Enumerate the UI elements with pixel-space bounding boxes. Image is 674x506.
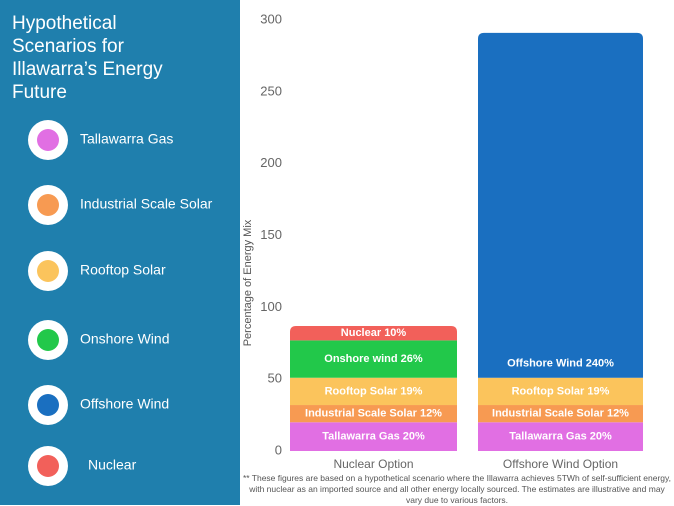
y-tick-label: 0 bbox=[275, 442, 282, 457]
x-tick-label: Offshore Wind Option bbox=[503, 457, 618, 471]
value-label: Industrial Scale Solar 12% bbox=[492, 408, 629, 420]
value-label: Onshore wind 26% bbox=[324, 353, 423, 365]
y-axis-label: Percentage of Energy Mix bbox=[242, 219, 254, 346]
legend-label: Tallawarra Gas bbox=[80, 131, 173, 147]
y-tick-label: 250 bbox=[260, 83, 282, 98]
bar-segment bbox=[478, 405, 643, 423]
y-tick-label: 150 bbox=[260, 227, 282, 242]
chart: Percentage of Energy Mix 0 50 100 150 200 250… bbox=[242, 11, 643, 471]
value-label: Rooftop Solar 19% bbox=[325, 385, 423, 397]
footnote: ** These figures are based on a hypothet… bbox=[242, 473, 672, 505]
side-panel: Hypothetical Scenarios for Illawarra’s E… bbox=[0, 0, 240, 505]
value-label: Tallawarra Gas 20% bbox=[322, 431, 425, 443]
value-label: Nuclear 10% bbox=[341, 327, 407, 339]
chart-title: Hypothetical Scenarios for Illawarra’s E… bbox=[12, 13, 163, 103]
legend-swatch bbox=[37, 455, 59, 477]
bar-segment bbox=[290, 326, 457, 341]
legend: Tallawarra Gas Industrial Scale Solar Roof… bbox=[28, 120, 213, 486]
y-tick-label: 300 bbox=[260, 11, 282, 26]
legend-swatch bbox=[37, 329, 59, 351]
bar-segment bbox=[478, 32, 643, 378]
value-label: Rooftop Solar 19% bbox=[512, 385, 610, 397]
legend-swatch bbox=[37, 129, 59, 151]
bar-segment bbox=[290, 405, 457, 423]
bar-segment bbox=[478, 377, 643, 406]
y-tick-label: 200 bbox=[260, 155, 282, 170]
y-tick-label: 100 bbox=[260, 299, 282, 314]
bar-segment bbox=[290, 340, 457, 378]
value-label: Industrial Scale Solar 12% bbox=[305, 408, 442, 420]
x-tick-label: Nuclear Option bbox=[333, 457, 413, 471]
legend-label: Industrial Scale Solar bbox=[80, 196, 213, 212]
value-label: Offshore Wind 240% bbox=[507, 358, 614, 370]
legend-swatch bbox=[37, 394, 59, 416]
legend-label: Offshore Wind bbox=[80, 396, 169, 412]
y-tick-label: 50 bbox=[268, 371, 282, 386]
bar-segment bbox=[290, 422, 457, 451]
bar-segment bbox=[478, 422, 643, 451]
value-label: Tallawarra Gas 20% bbox=[509, 431, 612, 443]
legend-swatch bbox=[37, 194, 59, 216]
legend-label: Rooftop Solar bbox=[80, 262, 166, 278]
legend-swatch bbox=[37, 260, 59, 282]
legend-label: Nuclear bbox=[88, 457, 137, 473]
bar-segment bbox=[290, 377, 457, 406]
legend-label: Onshore Wind bbox=[80, 331, 169, 347]
